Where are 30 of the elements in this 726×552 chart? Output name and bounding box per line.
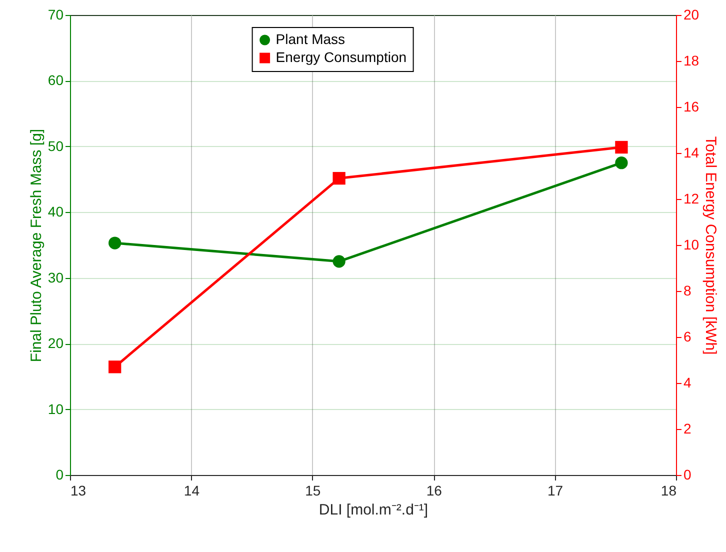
y2-tick-label: 4 bbox=[684, 374, 692, 390]
y2-tick-label: 2 bbox=[684, 420, 692, 436]
x-tick-label: 17 bbox=[548, 482, 564, 498]
y-axis-title: Final Pluto Average Fresh Mass [g] bbox=[28, 128, 45, 362]
x-tick-label: 13 bbox=[70, 482, 86, 498]
y2-tick-label: 14 bbox=[684, 144, 700, 160]
y2-tick-label: 16 bbox=[684, 98, 700, 114]
y2-tick-label: 10 bbox=[684, 236, 700, 252]
x-tick-label: 14 bbox=[184, 482, 200, 498]
y2-tick-label: 20 bbox=[684, 6, 700, 22]
x-tick-label: 16 bbox=[426, 482, 442, 498]
y-tick-label: 30 bbox=[48, 269, 64, 286]
y2-tick-label: 12 bbox=[684, 190, 700, 206]
legend-label: Energy Consumption bbox=[276, 49, 407, 65]
y-tick-label: 40 bbox=[48, 204, 64, 220]
y-tick-label: 20 bbox=[48, 335, 64, 352]
y-tick-label: 60 bbox=[48, 72, 64, 88]
y2-tick-label: 0 bbox=[684, 466, 692, 482]
x-axis-title: DLI [mol.m⁻².d⁻¹] bbox=[318, 502, 428, 518]
x-tick-label: 18 bbox=[660, 482, 677, 498]
y-tick-label: 70 bbox=[48, 6, 64, 22]
y2-tick-label: 18 bbox=[684, 52, 700, 68]
y-tick-label: 50 bbox=[48, 138, 64, 154]
x-tick-label: 15 bbox=[305, 482, 321, 498]
y-tick-label: 10 bbox=[48, 400, 64, 417]
y2-axis-title: Total Energy Consumption [kWh] bbox=[702, 136, 720, 355]
legend-label: Plant Mass bbox=[276, 31, 346, 47]
y2-tick-label: 8 bbox=[684, 282, 692, 298]
y2-tick-label: 6 bbox=[684, 328, 692, 344]
y-tick-label: 0 bbox=[56, 466, 64, 482]
